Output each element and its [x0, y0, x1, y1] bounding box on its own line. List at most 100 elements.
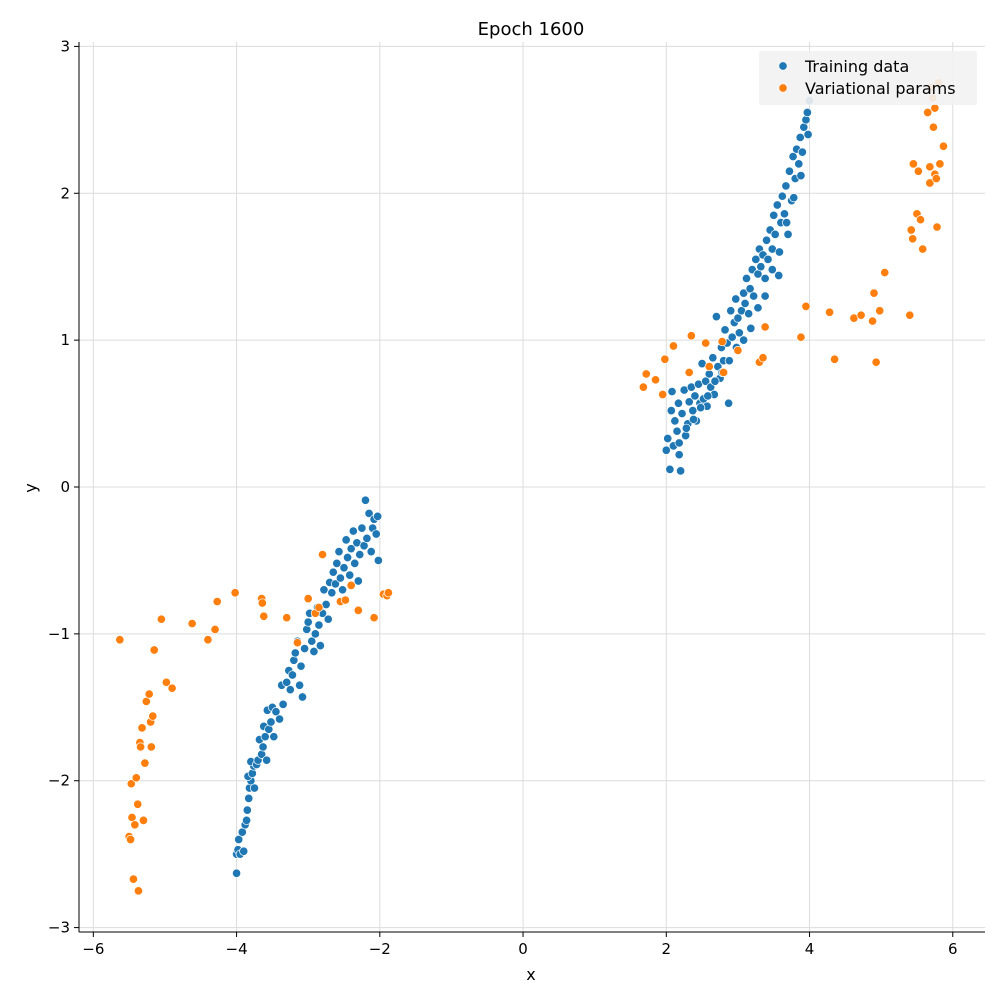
training-data-point: [296, 661, 306, 671]
variational-param-point: [908, 234, 918, 244]
training-data-point: [777, 191, 787, 201]
training-data-point: [323, 614, 333, 624]
training-data-point: [670, 416, 680, 426]
training-data-point: [724, 356, 734, 366]
training-data-point: [788, 152, 798, 162]
x-tick-label: −4: [226, 940, 248, 958]
x-tick-label: 6: [948, 940, 958, 958]
training-data-point: [688, 406, 698, 416]
variational-param-point: [801, 301, 811, 311]
training-data-point: [731, 294, 741, 304]
training-data-point: [797, 147, 807, 157]
grid-lines: [79, 42, 985, 932]
training-data-point: [701, 376, 711, 386]
variational-param-point: [856, 310, 866, 320]
training-data-point: [661, 445, 671, 455]
variational-param-point: [136, 742, 146, 752]
training-data-point: [744, 309, 754, 319]
variational-param-point: [923, 107, 933, 118]
training-data-point: [373, 555, 383, 565]
variational-param-point: [918, 244, 928, 254]
legend: Training data Variational params: [759, 51, 977, 105]
training-data-point: [720, 325, 730, 335]
variational-param-point: [684, 367, 694, 377]
training-data-point: [300, 644, 310, 654]
variational-param-point: [369, 613, 379, 623]
training-data-point: [297, 692, 308, 702]
training-data-point: [769, 210, 779, 220]
variational-param-point: [638, 382, 648, 392]
variational-param-point: [282, 613, 292, 623]
training-data-point: [360, 495, 371, 505]
training-data-point: [345, 570, 355, 580]
y-tick-label: −3: [48, 919, 70, 937]
training-data-point: [756, 262, 766, 272]
variational-param-point: [938, 141, 949, 151]
training-data-point: [739, 288, 749, 298]
training-data-point: [307, 636, 317, 646]
y-tick-label: 2: [60, 184, 70, 202]
training-data-point: [795, 132, 805, 143]
x-axis-label: x: [526, 965, 535, 984]
training-data-point: [666, 406, 676, 416]
training-data-point: [350, 558, 360, 568]
variational-param-point: [704, 362, 714, 372]
training-data-point: [346, 544, 356, 554]
variational-param-point: [871, 357, 881, 367]
training-data-point: [696, 403, 706, 413]
training-data-point: [774, 247, 784, 257]
variational-param-point: [131, 773, 141, 783]
variational-param-point: [130, 820, 140, 830]
training-data-point: [789, 193, 799, 203]
variational-param-point: [733, 345, 743, 355]
variational-param-point: [353, 605, 363, 615]
training-data-point: [335, 573, 345, 583]
training-data-point: [688, 414, 699, 424]
training-data-point: [684, 397, 694, 407]
variational-param-point: [148, 711, 158, 721]
variational-param-point: [758, 353, 768, 363]
variational-param-point: [658, 389, 668, 400]
training-data-point: [364, 508, 374, 518]
training-data-point: [739, 335, 749, 345]
training-data-point: [373, 511, 383, 521]
training-data-point: [362, 533, 372, 543]
variational-param-point: [137, 723, 147, 733]
variational-param-point: [701, 338, 711, 348]
variational-param-point: [115, 635, 125, 645]
training-data-point: [672, 426, 682, 436]
training-data-point: [751, 254, 761, 264]
variational-param-point: [212, 597, 222, 607]
training-data-point: [674, 450, 684, 460]
training-data-point: [314, 620, 324, 630]
y-tick-label: 3: [60, 37, 70, 55]
variational-param-point: [292, 638, 302, 648]
training-data-point: [285, 685, 295, 695]
training-data-point: [733, 313, 743, 323]
training-data-point: [767, 265, 777, 275]
variational-param-point: [717, 337, 727, 347]
y-tick-label: −2: [48, 772, 70, 790]
training-data-point: [355, 550, 365, 560]
training-data-point: [242, 815, 252, 825]
training-data-point: [242, 805, 252, 815]
variational-param-point: [830, 354, 840, 364]
training-data-point: [327, 588, 337, 598]
x-tick-label: 2: [662, 940, 672, 958]
training-data-point: [338, 585, 348, 595]
legend-marker: [778, 83, 788, 93]
y-axis-label: y: [21, 483, 40, 492]
training-data-point: [745, 284, 755, 294]
training-data-point: [749, 291, 759, 301]
variational-param-point: [925, 178, 935, 188]
variational-param-point: [156, 614, 166, 624]
training-data-point: [726, 306, 736, 316]
training-data-point: [794, 159, 804, 169]
training-data-point: [353, 576, 363, 586]
training-data-point: [247, 768, 257, 778]
training-data-point: [315, 641, 325, 651]
training-data-point: [772, 200, 782, 210]
training-data-point: [258, 742, 268, 752]
training-data-point: [741, 273, 752, 284]
axes: [74, 42, 985, 937]
